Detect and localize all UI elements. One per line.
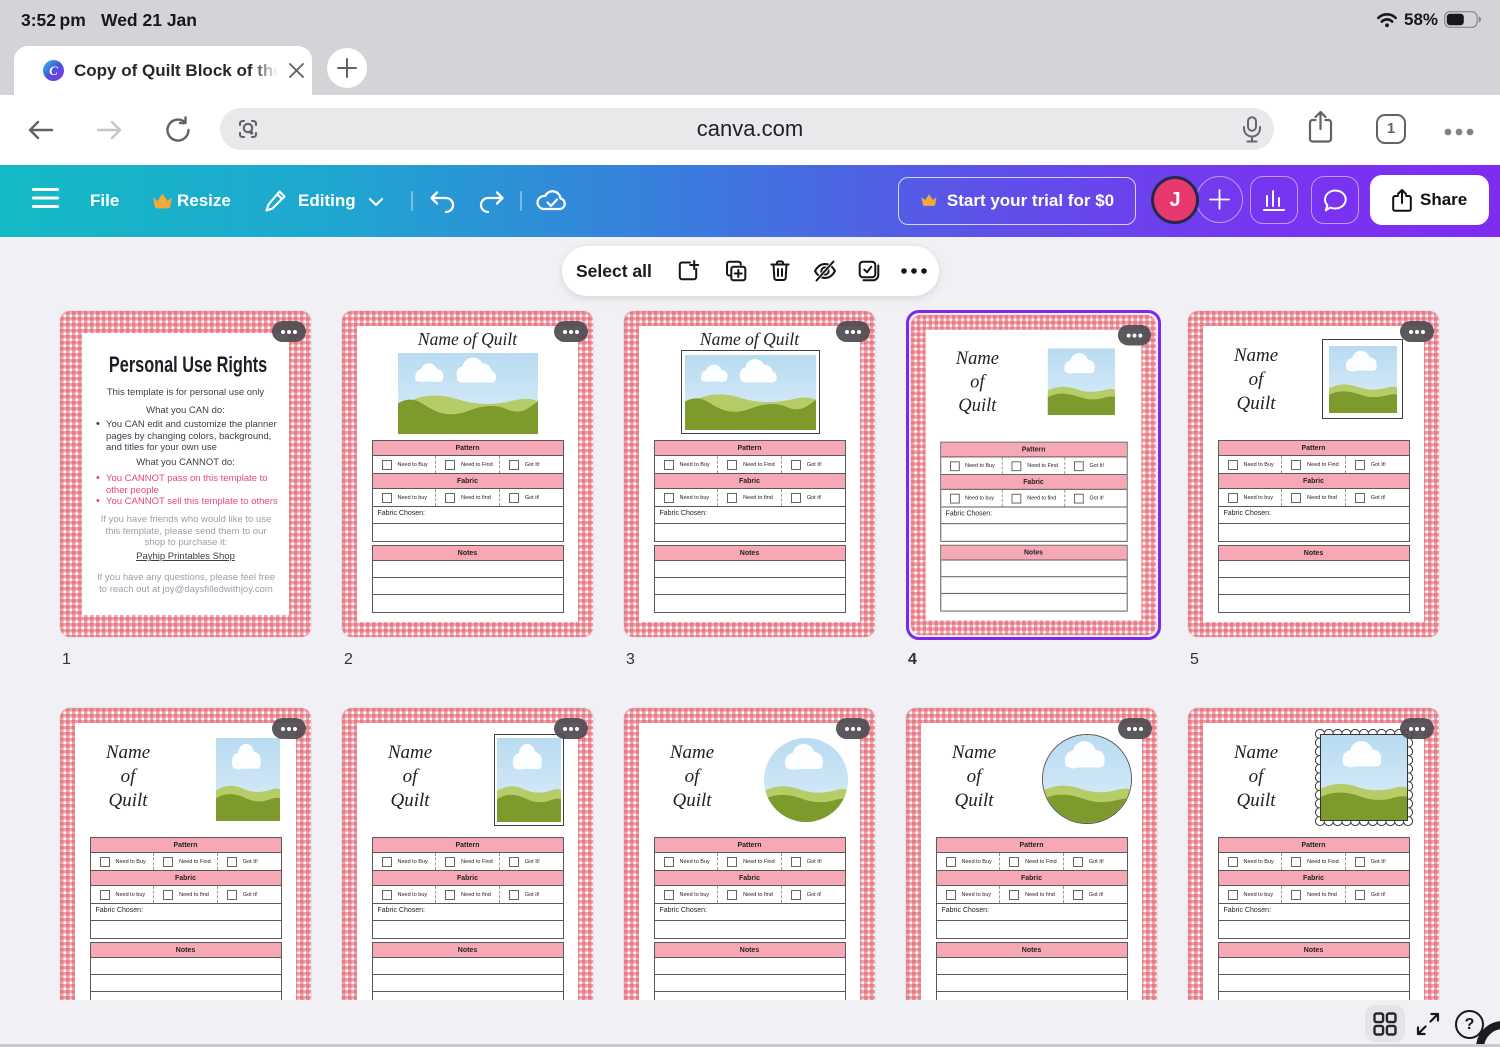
svg-text:C: C [49,63,58,78]
